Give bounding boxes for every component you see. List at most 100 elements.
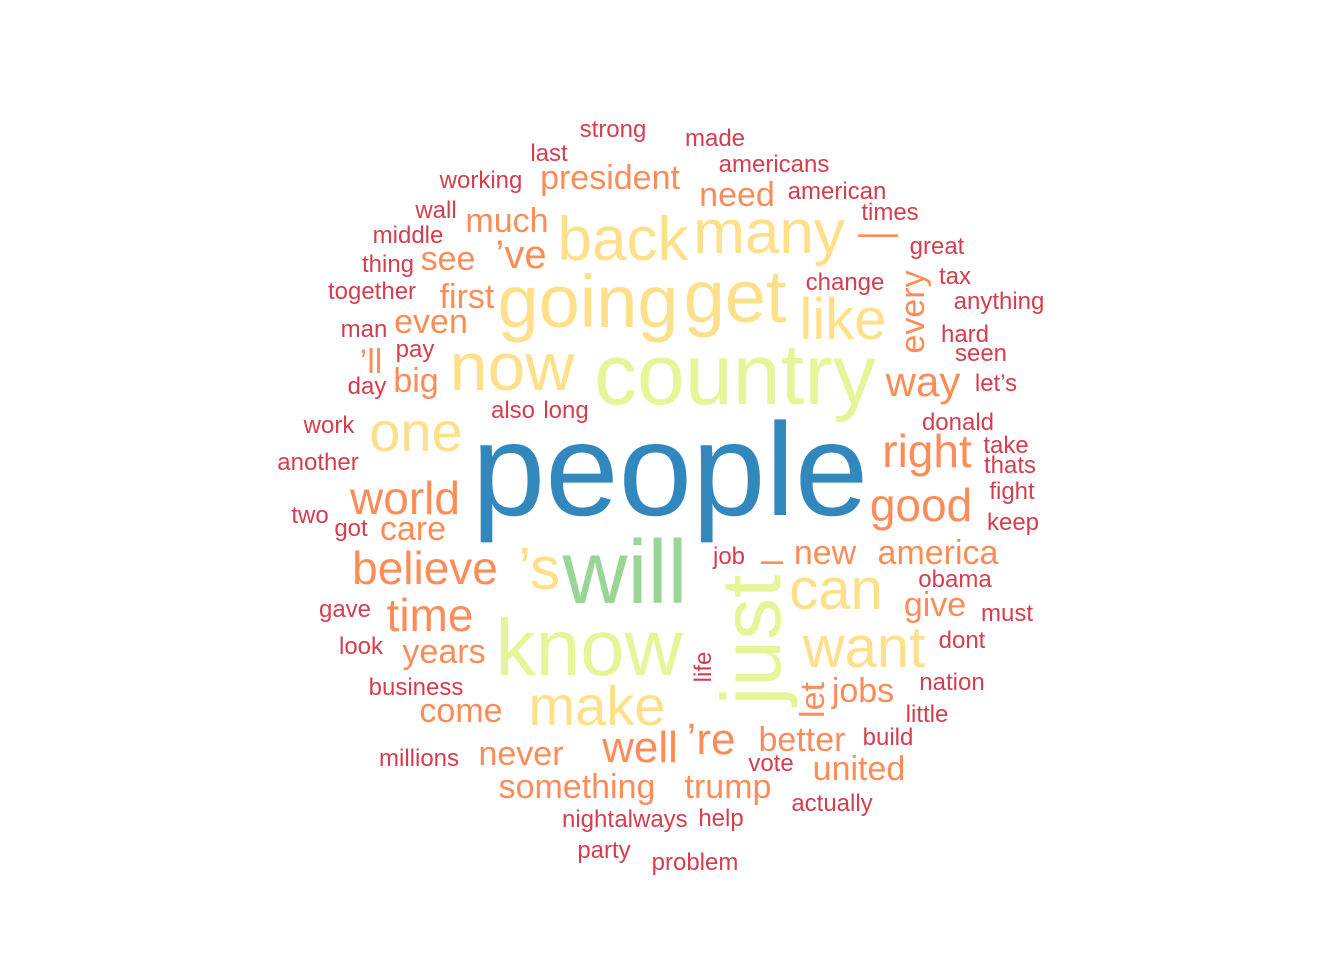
word-care: care [379,510,447,548]
word-make: make [528,674,666,737]
word-made: made [684,125,746,152]
word-thats: thats [983,452,1037,479]
word-united: united [812,750,906,788]
word-many: many [693,198,845,267]
word-give: give [903,586,967,624]
word-right: right [882,425,972,477]
word-pay: pay [395,336,435,363]
word-going: going [497,260,679,343]
word-big: big [393,362,439,400]
word-tax: tax [938,263,972,290]
word-american: american [787,178,887,205]
word-together: together [327,278,417,305]
word-country: country [593,327,877,423]
word-want: want [802,615,926,680]
word-nation: nation [919,669,985,696]
word-know: know [495,603,683,692]
word-little: little [905,701,949,728]
word-believe: believe [352,542,498,594]
word-come: come [419,692,503,730]
word-ll: ’ll [359,343,383,381]
word-way: way [885,358,961,405]
word-thing: thing [361,251,415,278]
word-actually: actually [791,790,873,817]
word-trump: trump [684,768,772,806]
word-america: america [877,534,999,572]
word-now: now [449,329,575,405]
word-wall: wall [415,197,457,224]
word-let: let [794,682,832,718]
word-never: never [478,735,564,773]
word-gave: gave [318,596,372,623]
word-times: times [861,199,919,226]
word-look: look [338,633,384,660]
word-day: day [347,373,387,400]
word-job: job [712,543,746,570]
word-first: first [439,278,495,316]
word-even: even [394,303,468,341]
word-get: get [683,255,787,338]
word-working: working [439,167,523,194]
word-life: life [690,651,717,683]
word-can: can [789,557,883,622]
word-good: good [869,479,973,531]
word-also: also [490,397,536,424]
word-change: change [805,269,885,296]
word-party: party [577,837,631,864]
word-americans: americans [718,151,830,178]
word-hard: hard [940,321,990,348]
word-will: will [562,523,688,623]
word-president: president [540,159,680,197]
word-just: just [704,574,798,706]
word-jobs: jobs [831,672,895,710]
word-see: see [420,240,476,278]
word-obama: obama [918,566,992,593]
word-let-s: let’s [974,370,1018,397]
word-symbol-35: — [858,211,898,255]
word-business: business [368,674,464,701]
word-got: got [334,515,368,542]
word-another: another [277,449,359,476]
word-ve: ’ve [495,233,547,277]
word-dont: dont [938,627,986,654]
word-keep: keep [986,509,1040,536]
word-new: new [793,534,857,572]
word-well: well [602,723,678,772]
word-symbol-48: – [760,538,784,582]
word-re: ’re [686,715,736,764]
word-fight: fight [989,478,1035,505]
word-great: great [909,233,965,260]
word-long: long [543,397,589,424]
word-something: something [498,768,656,806]
word-much: much [465,202,549,240]
word-world: world [350,472,460,524]
word-take: take [983,432,1029,459]
word-two: two [291,502,329,529]
word-s: ’s [517,535,561,602]
word-night: night [561,806,615,833]
word-like: like [799,287,887,352]
word-last: last [530,140,568,167]
word-need: need [699,176,775,214]
word-people: people [471,396,869,543]
word-man: man [340,316,388,343]
word-build: build [862,724,914,751]
word-time: time [386,589,474,641]
word-back: back [557,205,689,274]
word-donald: donald [921,409,995,436]
word-anything: anything [953,288,1045,315]
word-work: work [303,412,355,439]
word-years: years [402,633,486,671]
word-one: one [369,400,463,463]
word-millions: millions [378,745,460,772]
word-problem: problem [651,849,739,876]
word-middle: middle [372,222,444,249]
word-must: must [980,600,1034,627]
word-help: help [698,805,744,832]
word-better: better [758,721,846,759]
word-vote: vote [748,750,794,777]
word-seen: seen [954,340,1008,367]
word-every: every [894,270,932,354]
word-always: always [614,806,688,833]
